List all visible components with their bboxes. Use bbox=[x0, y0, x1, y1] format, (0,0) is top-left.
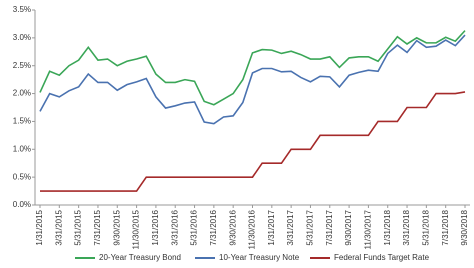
x-tick-label: 7/31/2015 bbox=[93, 209, 102, 245]
y-tick-label: 2.0% bbox=[13, 89, 31, 98]
x-tick-label: 9/30/2015 bbox=[112, 209, 121, 245]
y-tick-label: 3.0% bbox=[13, 33, 31, 42]
y-tick-label: 1.5% bbox=[13, 117, 31, 126]
x-tick-label: 3/31/2018 bbox=[402, 209, 411, 245]
x-tick-label: 3/31/2015 bbox=[54, 209, 63, 245]
x-tick-label: 1/31/2017 bbox=[267, 209, 276, 245]
legend-label: 10-Year Treasury Note bbox=[219, 253, 300, 262]
x-tick-label: 11/30/2016 bbox=[248, 209, 257, 249]
x-tick-label: 9/30/2017 bbox=[344, 209, 353, 245]
y-tick-label: 1.0% bbox=[13, 144, 31, 153]
series-line bbox=[39, 30, 466, 106]
x-tick-label: 9/30/2016 bbox=[228, 209, 237, 245]
series-line bbox=[39, 34, 466, 125]
x-tick-label: 3/31/2016 bbox=[170, 209, 179, 245]
y-tick-label: 3.5% bbox=[13, 5, 31, 14]
y-tick-label: 0.0% bbox=[13, 200, 31, 209]
series-line bbox=[40, 91, 466, 192]
x-tick-label: 5/31/2015 bbox=[74, 209, 83, 245]
x-tick-label: 5/31/2017 bbox=[306, 209, 315, 245]
legend-label: 20-Year Treasury Bond bbox=[99, 253, 181, 262]
x-tick-label: 1/31/2015 bbox=[35, 209, 44, 245]
y-tick-label: 0.5% bbox=[13, 172, 31, 181]
x-tick-label: 1/31/2018 bbox=[383, 209, 392, 245]
x-tick-label: 7/31/2018 bbox=[441, 209, 450, 245]
y-tick-label: 2.5% bbox=[13, 61, 31, 70]
x-tick-label: 9/30/2018 bbox=[460, 209, 469, 245]
x-tick-label: 3/31/2017 bbox=[286, 209, 295, 245]
legend-label: Federal Funds Target Rate bbox=[334, 253, 430, 262]
x-tick-label: 11/30/2017 bbox=[364, 209, 373, 249]
x-tick-label: 7/31/2016 bbox=[209, 209, 218, 245]
x-tick-label: 7/31/2017 bbox=[325, 209, 334, 245]
x-tick-label: 11/30/2015 bbox=[132, 209, 141, 249]
x-tick-label: 5/31/2018 bbox=[421, 209, 430, 245]
x-tick-label: 5/31/2016 bbox=[190, 209, 199, 245]
x-tick-label: 1/31/2016 bbox=[151, 209, 160, 245]
